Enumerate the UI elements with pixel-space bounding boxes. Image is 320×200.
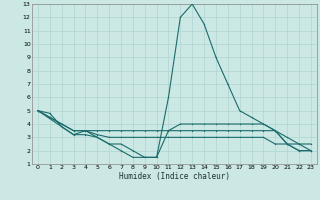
X-axis label: Humidex (Indice chaleur): Humidex (Indice chaleur) [119, 172, 230, 181]
